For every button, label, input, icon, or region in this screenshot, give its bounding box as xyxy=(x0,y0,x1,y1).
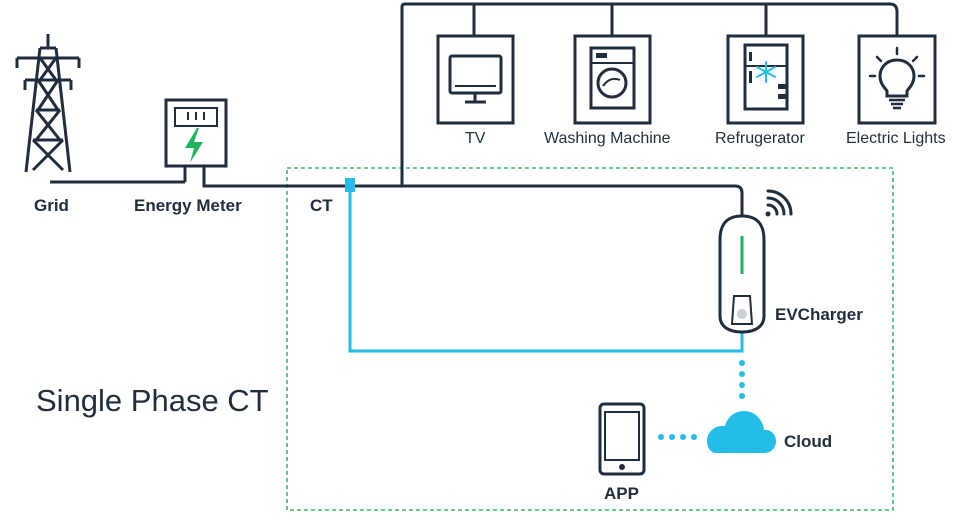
washing-machine-icon xyxy=(573,34,652,125)
cloud-icon xyxy=(707,411,776,453)
appliance-label-electric-lights: Electric Lights xyxy=(846,130,946,147)
wifi-icon xyxy=(765,189,793,217)
refrigerator-icon xyxy=(726,34,805,125)
diagram-title: Single Phase CT xyxy=(36,383,269,418)
appliance-label-refrigerator: Refrugerator xyxy=(715,130,805,147)
ev-charger-label: EVCharger xyxy=(775,305,863,324)
ct-wiring xyxy=(348,186,744,353)
energy-meter-label: Energy Meter xyxy=(134,196,242,215)
cloud-label: Cloud xyxy=(784,432,833,451)
grid-label: Grid xyxy=(34,196,69,215)
appliance-label-washing-machine: Washing Machine xyxy=(544,130,671,147)
app-phone-icon xyxy=(598,402,646,476)
main-wiring xyxy=(50,2,899,216)
ct-clamp xyxy=(345,178,355,192)
ct-boundary xyxy=(286,167,894,511)
appliance-label-tv: TV xyxy=(465,130,486,147)
ev-charger-icon xyxy=(718,214,766,334)
light-bulb-icon xyxy=(857,34,937,125)
tv-icon xyxy=(436,34,515,125)
energy-meter-icon xyxy=(164,98,228,186)
app-label: APP xyxy=(604,484,639,503)
ct-label: CT xyxy=(310,196,333,215)
dotted-links xyxy=(658,360,745,440)
grid-tower-icon xyxy=(15,34,81,173)
